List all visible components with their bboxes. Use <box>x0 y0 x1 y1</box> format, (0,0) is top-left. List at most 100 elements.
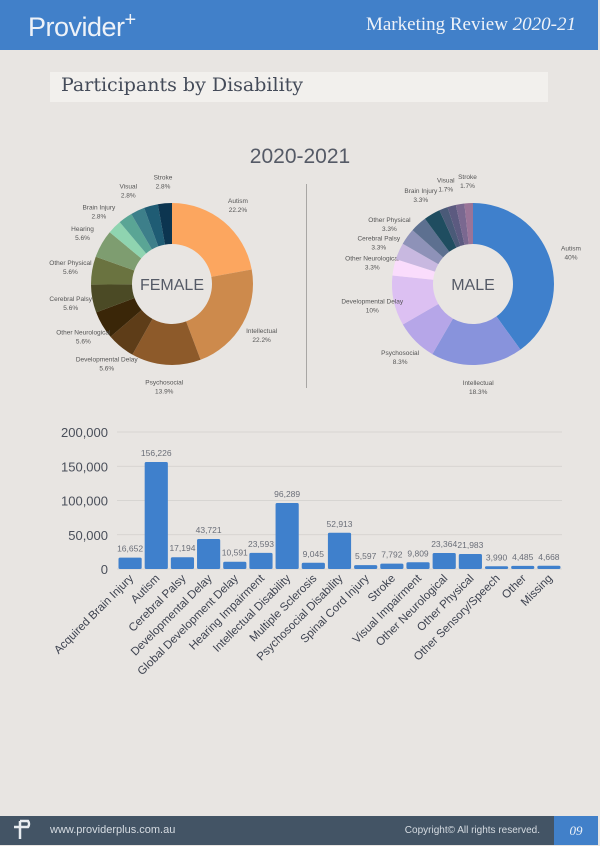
male-slice <box>412 218 450 258</box>
male-slice-label: Other Neurological <box>345 256 400 263</box>
female-slice <box>119 213 152 254</box>
female-slice <box>132 318 201 365</box>
bar-value-label: 9,809 <box>407 548 429 558</box>
report-name: Marketing Review <box>365 14 508 35</box>
female-slice <box>172 203 252 277</box>
male-slice-label: Stroke <box>458 174 477 181</box>
female-slice-pct: 5.6% <box>76 338 91 345</box>
male-slice-pct: 3.3% <box>371 244 386 251</box>
brand-mark: + <box>124 9 137 31</box>
bar <box>432 552 456 569</box>
female-slice-label: Stroke <box>154 174 173 181</box>
male-slice-label: Brain Injury <box>404 188 438 195</box>
female-slice <box>90 256 135 285</box>
bar <box>380 563 404 569</box>
bar <box>511 565 535 569</box>
bar-value-label: 4,668 <box>538 552 560 562</box>
female-slice-pct: 2.8% <box>121 193 136 200</box>
female-slice-label: Autism <box>228 198 248 205</box>
report-title: Marketing Review 2020-21 <box>366 14 576 36</box>
male-slice-pct: 18.3% <box>469 389 488 396</box>
female-slice-pct: 2.8% <box>156 183 171 190</box>
male-slice-label: Developmental Delay <box>341 298 404 305</box>
male-slice <box>392 259 435 280</box>
bar-value-label: 52,913 <box>327 519 353 529</box>
bar <box>197 539 221 569</box>
male-slice <box>432 316 521 365</box>
male-slice <box>402 230 444 265</box>
brand-name: Provider <box>28 12 125 42</box>
male-donut: Autism 40% Intellectual 18.3% Psychosocial 8.… <box>341 174 581 396</box>
page-title: Participants by Disability <box>61 74 304 96</box>
male-slice <box>464 203 473 245</box>
female-slice-pct: 2.8% <box>91 213 106 220</box>
y-tick-label: 100,000 <box>61 494 108 509</box>
bar-value-label: 23,593 <box>248 539 274 549</box>
bar-value-label: 4,485 <box>512 552 534 562</box>
bar-value-label: 23,364 <box>431 539 457 549</box>
female-slice-pct: 5.6% <box>63 269 78 276</box>
bar <box>170 557 195 569</box>
male-slice-label: Psychosocial <box>381 350 419 357</box>
female-slice-pct: 5.6% <box>75 235 90 242</box>
provider-logo-icon <box>14 819 31 839</box>
bar-value-label: 3,990 <box>486 552 508 562</box>
report-year: 2020-21 <box>512 14 576 35</box>
female-slice <box>131 207 159 250</box>
male-slice-pct: 8.3% <box>393 359 408 366</box>
female-slice-pct: 22.2% <box>252 337 271 344</box>
male-slice <box>392 275 439 325</box>
bar-value-label: 21,983 <box>457 540 483 550</box>
bar <box>327 532 352 569</box>
male-slice <box>424 210 457 252</box>
website-link[interactable]: www.providerplus.com.au <box>50 824 176 836</box>
bar-value-label: 16,652 <box>117 544 143 554</box>
female-slice-label: Intellectual <box>246 328 278 335</box>
bar-value-label: 5,597 <box>355 551 377 561</box>
period-heading: 2020-2021 <box>249 145 351 168</box>
bar-value-label: 9,045 <box>303 549 325 559</box>
female-slice-pct: 5.6% <box>63 305 78 312</box>
female-slice <box>110 310 153 355</box>
bar-chart: 0 50,000 100,000 150,000 200,000 16,652 Acquir… <box>52 425 562 678</box>
bar <box>458 553 482 569</box>
divider <box>306 184 307 388</box>
bar <box>144 461 168 569</box>
page-title-box: Participants by Disability <box>50 72 548 102</box>
bar-value-label: 43,721 <box>196 525 222 535</box>
bar-value-label: 156,226 <box>141 448 172 458</box>
bar <box>223 561 247 569</box>
bar <box>301 562 325 569</box>
female-slice <box>109 222 147 259</box>
copyright: Copyright© All rights reserved. <box>404 825 540 836</box>
bar <box>275 503 299 569</box>
female-slice-label: Other Neurological <box>56 329 111 336</box>
female-center-label: FEMALE <box>140 277 204 294</box>
y-tick-label: 50,000 <box>68 528 108 543</box>
male-slice <box>455 203 469 245</box>
bar <box>118 557 142 569</box>
y-tick-label: 0 <box>101 562 108 577</box>
male-slice <box>439 207 461 248</box>
female-slice <box>186 269 253 360</box>
male-slice-label: Autism <box>561 245 581 252</box>
bar <box>406 562 430 569</box>
female-slice <box>95 232 142 271</box>
male-slice-pct: 10% <box>366 307 379 314</box>
female-slice <box>157 203 172 245</box>
male-slice-label: Cerebral Palsy <box>357 235 400 242</box>
male-slice-label: Visual <box>437 178 455 185</box>
female-slice-pct: 22.2% <box>229 207 248 214</box>
y-tick-label: 150,000 <box>61 459 108 474</box>
male-slice <box>395 243 439 272</box>
male-slice <box>447 204 465 247</box>
female-slice-label: Psychosocial <box>145 380 183 387</box>
bar-value-label: 17,194 <box>169 543 195 553</box>
female-slice-label: Brain Injury <box>82 204 116 211</box>
bar <box>249 552 273 569</box>
male-slice-label: Other Physical <box>368 217 411 224</box>
male-slice-pct: 3.3% <box>413 197 428 204</box>
bar-value-label: 10,591 <box>222 548 248 558</box>
brand-logo[interactable]: Provider+ <box>28 9 136 43</box>
bar-value-label: 96,289 <box>274 489 300 499</box>
